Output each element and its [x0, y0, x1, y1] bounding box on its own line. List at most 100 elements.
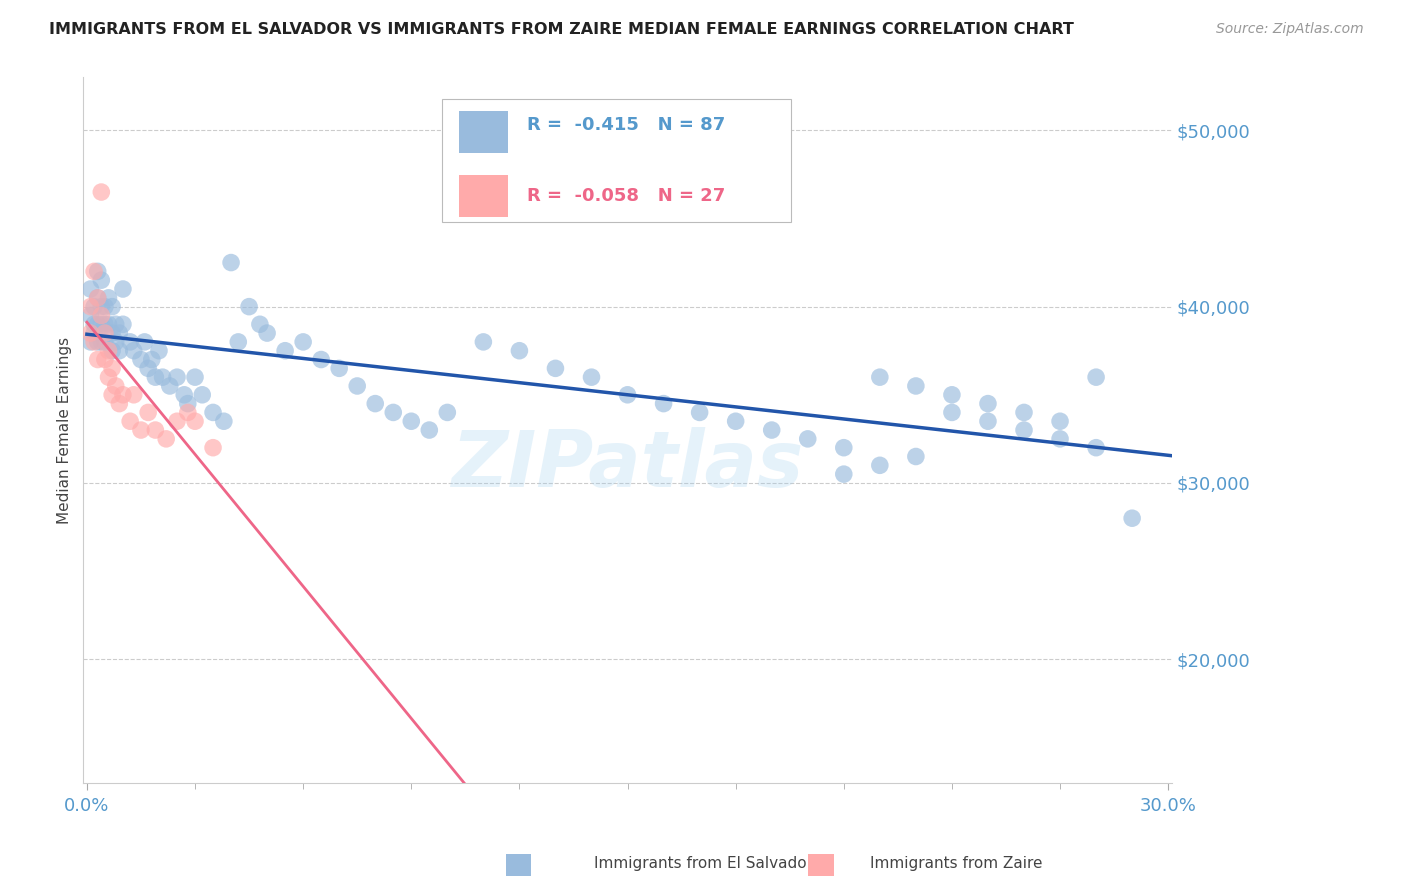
Point — [797, 432, 820, 446]
Point — [90, 334, 112, 349]
Point — [94, 300, 117, 314]
Point — [292, 334, 315, 349]
Point — [141, 352, 163, 367]
Point — [83, 300, 105, 314]
Point — [101, 343, 124, 358]
Point — [97, 318, 120, 332]
Point — [136, 405, 159, 419]
FancyBboxPatch shape — [458, 112, 508, 153]
Point — [111, 318, 134, 332]
Point — [79, 334, 101, 349]
Point — [689, 405, 711, 419]
Point — [364, 396, 387, 410]
Point — [83, 264, 105, 278]
Point — [86, 264, 108, 278]
Point — [152, 370, 174, 384]
Point — [226, 334, 249, 349]
FancyBboxPatch shape — [458, 175, 508, 217]
Point — [202, 441, 225, 455]
Point — [90, 185, 112, 199]
Text: ZIPatlas: ZIPatlas — [451, 427, 804, 503]
Point — [724, 414, 747, 428]
Point — [129, 423, 152, 437]
Point — [111, 282, 134, 296]
Point — [544, 361, 567, 376]
Point — [1012, 423, 1035, 437]
Text: R =  -0.058   N = 27: R = -0.058 N = 27 — [527, 187, 725, 205]
Point — [166, 370, 188, 384]
Point — [145, 423, 167, 437]
Point — [581, 370, 603, 384]
Text: Immigrants from El Salvador: Immigrants from El Salvador — [593, 856, 813, 871]
Point — [166, 414, 188, 428]
Point — [94, 318, 117, 332]
Text: R =  -0.415   N = 87: R = -0.415 N = 87 — [527, 116, 725, 134]
Y-axis label: Median Female Earnings: Median Female Earnings — [58, 336, 72, 524]
Point — [94, 352, 117, 367]
Point — [472, 334, 495, 349]
Point — [1085, 441, 1108, 455]
Point — [159, 379, 181, 393]
Point — [184, 414, 207, 428]
Point — [79, 282, 101, 296]
Point — [977, 396, 1000, 410]
Point — [136, 361, 159, 376]
Point — [1121, 511, 1143, 525]
Point — [86, 291, 108, 305]
Point — [177, 405, 200, 419]
Point — [90, 309, 112, 323]
Point — [86, 352, 108, 367]
Point — [904, 450, 927, 464]
Point — [134, 334, 156, 349]
Point — [328, 361, 350, 376]
Point — [83, 334, 105, 349]
Point — [104, 334, 127, 349]
Point — [616, 388, 638, 402]
Point — [941, 388, 963, 402]
Text: Source: ZipAtlas.com: Source: ZipAtlas.com — [1216, 22, 1364, 37]
Point — [191, 388, 214, 402]
Point — [184, 370, 207, 384]
Point — [346, 379, 368, 393]
Point — [94, 334, 117, 349]
Point — [238, 300, 260, 314]
Point — [79, 309, 101, 323]
Point — [104, 379, 127, 393]
Point — [97, 370, 120, 384]
Point — [86, 318, 108, 332]
Text: Immigrants from Zaire: Immigrants from Zaire — [870, 856, 1042, 871]
Point — [1049, 414, 1071, 428]
Point — [761, 423, 783, 437]
Point — [436, 405, 458, 419]
Point — [122, 388, 145, 402]
Point — [173, 388, 195, 402]
Point — [86, 291, 108, 305]
Point — [97, 343, 120, 358]
Point — [249, 318, 271, 332]
Point — [83, 318, 105, 332]
Point — [219, 255, 242, 269]
Point — [155, 432, 177, 446]
Point — [652, 396, 675, 410]
Point — [120, 334, 142, 349]
Point — [1049, 432, 1071, 446]
Point — [108, 326, 131, 340]
Point — [941, 405, 963, 419]
Point — [122, 343, 145, 358]
Point — [904, 379, 927, 393]
Point — [90, 273, 112, 287]
Point — [79, 300, 101, 314]
Point — [101, 361, 124, 376]
Point — [256, 326, 278, 340]
Point — [111, 388, 134, 402]
Point — [1085, 370, 1108, 384]
Text: IMMIGRANTS FROM EL SALVADOR VS IMMIGRANTS FROM ZAIRE MEDIAN FEMALE EARNINGS CORR: IMMIGRANTS FROM EL SALVADOR VS IMMIGRANT… — [49, 22, 1074, 37]
Point — [177, 396, 200, 410]
Point — [94, 326, 117, 340]
Point — [382, 405, 405, 419]
Point — [145, 370, 167, 384]
Point — [108, 343, 131, 358]
Point — [977, 414, 1000, 428]
Point — [86, 334, 108, 349]
Point — [90, 300, 112, 314]
